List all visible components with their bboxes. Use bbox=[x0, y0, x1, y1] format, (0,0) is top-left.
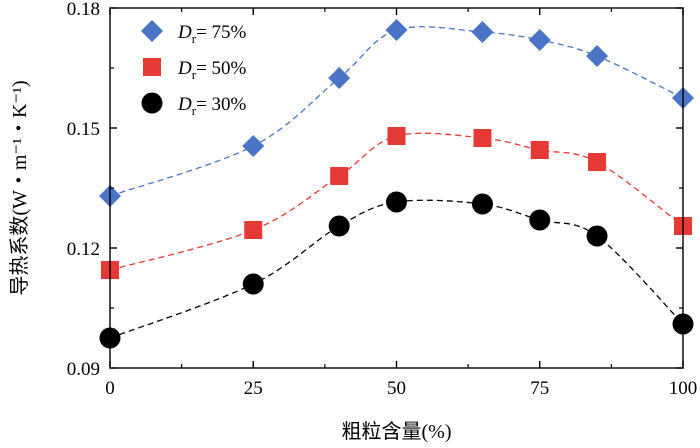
legend-label: Dr= 30% bbox=[177, 94, 247, 118]
y-tick-label: 0.18 bbox=[67, 0, 100, 20]
data-point-diamond bbox=[242, 135, 265, 157]
data-point-circle bbox=[386, 191, 407, 213]
data-point-square bbox=[387, 127, 406, 145]
data-point-diamond bbox=[471, 21, 494, 43]
data-point-diamond bbox=[328, 67, 351, 89]
data-point-diamond bbox=[528, 29, 551, 51]
legend: Dr= 75% Dr= 50% Dr= 30% bbox=[141, 20, 247, 118]
data-point-diamond bbox=[586, 45, 609, 67]
x-tick-label: 75 bbox=[530, 378, 549, 399]
legend-label: Dr= 50% bbox=[177, 58, 247, 82]
x-tick-label: 50 bbox=[387, 378, 406, 399]
y-tick-label: 0.09 bbox=[67, 359, 100, 380]
data-point-circle bbox=[328, 215, 350, 237]
y-tick-label: 0.12 bbox=[67, 239, 100, 260]
y-axis-title: 导热系数(W・m⁻¹・K⁻¹) bbox=[8, 80, 31, 295]
legend-marker-circle bbox=[141, 92, 163, 114]
data-point-circle bbox=[586, 225, 608, 247]
fit-curve-series-3 bbox=[109, 199, 684, 339]
x-tick-label: 25 bbox=[244, 378, 263, 399]
data-point-square bbox=[473, 129, 492, 147]
x-tick-label: 100 bbox=[669, 378, 698, 399]
data-point-square bbox=[530, 141, 549, 159]
legend-label: Dr= 75% bbox=[177, 22, 247, 46]
data-points bbox=[99, 19, 694, 349]
y-tick-label: 0.15 bbox=[67, 119, 100, 140]
data-point-circle bbox=[529, 209, 551, 231]
data-point-circle bbox=[242, 273, 264, 295]
data-point-square bbox=[330, 167, 349, 185]
legend-marker-square bbox=[143, 58, 161, 76]
data-point-square bbox=[588, 153, 607, 171]
data-point-square bbox=[244, 221, 263, 239]
axes: 0 25 50 75 100 0.09 0.12 0.15 0.18 bbox=[67, 0, 698, 399]
data-point-circle bbox=[471, 193, 493, 215]
data-point-diamond bbox=[385, 19, 408, 41]
legend-marker-diamond bbox=[141, 20, 163, 42]
x-tick-label: 0 bbox=[105, 378, 115, 399]
x-axis-title: 粗粒含量(%) bbox=[342, 420, 452, 443]
